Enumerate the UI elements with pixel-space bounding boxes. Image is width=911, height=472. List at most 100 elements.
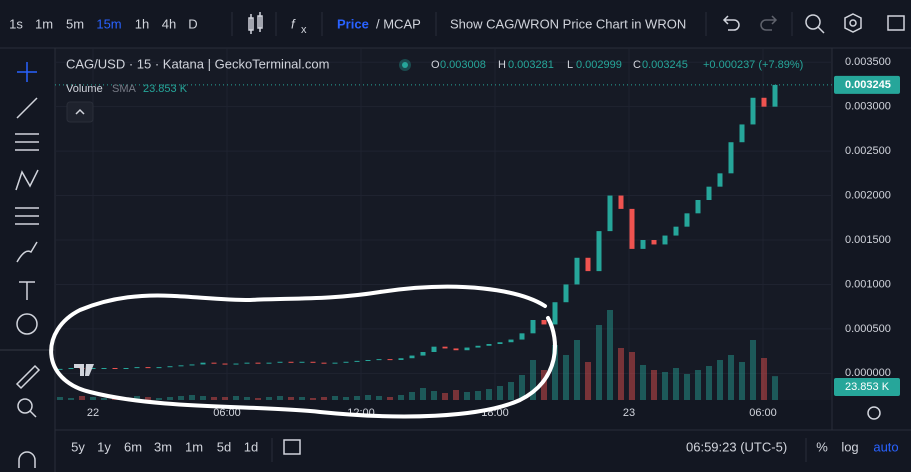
volume-bar [486,389,492,400]
candle [200,362,206,365]
interval[interactable]: 1h [135,16,149,31]
volume-bar [497,386,503,400]
line-tool[interactable] [16,97,38,119]
interval[interactable]: 5m [66,16,84,31]
symbol: CAG/USD · 15 · Katana | GeckoTerminal.co… [66,56,329,71]
hand-drawn-circle [49,284,557,419]
projection-tool[interactable] [15,207,39,225]
volume-bar [310,398,316,400]
candle [772,84,778,107]
replay-handle [817,26,825,34]
y-tick-label: 0.000500 [845,323,891,335]
candle [475,345,481,348]
candle [332,362,338,364]
candle [431,346,437,352]
axis-settings[interactable] [867,406,881,420]
volume-bar [354,396,360,400]
zoom-handle [29,410,37,418]
volume-bar [365,395,371,400]
volume-bar [255,398,261,400]
volume-bar [90,397,96,400]
candle [387,359,393,361]
candle [717,173,723,187]
switch-button[interactable]: Show CAG/WRON Price Chart in WRON [450,16,686,31]
volume-bar [288,397,294,400]
brush-tool[interactable] [16,241,38,263]
candle [178,365,184,367]
volume-bar [761,358,767,400]
volume-bar [552,345,558,400]
volume-bar [233,396,239,400]
interval[interactable]: 15m [96,16,121,31]
volume-bar [508,382,514,400]
fullscreen[interactable] [887,15,905,31]
interval[interactable]: 4h [162,16,176,31]
volume-label: Volume [66,83,103,95]
bottom-bar: 06:59:23 (UTC-5) 5y 1y 6m 3m 1m 5d 1d% log auto [71,438,899,462]
volume-bar [541,370,547,400]
price-toggle[interactable]: Price [337,16,369,31]
fib-tool[interactable] [15,133,39,151]
range-button[interactable]: 1d [244,439,258,454]
zoom-tool[interactable] [17,398,33,414]
collapse-button[interactable] [66,101,94,123]
volume-bar [189,395,195,400]
volume-bar [277,396,283,400]
candle [398,358,404,360]
range-button[interactable]: 1m [185,439,203,454]
candles-icon[interactable] [248,12,263,34]
candle [255,362,261,364]
redo[interactable] [760,15,778,31]
indicators-icon-x[interactable]: x [301,24,307,36]
undo[interactable] [722,15,740,31]
volume-bar [618,348,624,400]
interval[interactable]: 1m [35,16,53,31]
range-button[interactable]: 5y [71,439,85,454]
volume-bar [101,398,107,400]
range-button[interactable]: 6m [124,439,142,454]
candle [552,302,558,325]
indicators-icon[interactable]: f [291,16,296,31]
crosshair-tool[interactable] [17,62,37,82]
volume-bar [607,310,613,400]
date-range-icon[interactable] [283,439,301,455]
mcap-toggle[interactable]: / MCAP [376,16,421,31]
volume-bar [145,397,151,400]
last-price-tag [834,75,900,94]
last-volume-tag [834,378,900,396]
candle [761,97,767,107]
scale-option[interactable]: log [841,439,858,454]
settings-center [849,19,857,27]
candle [508,339,514,343]
status-dot-core [402,62,408,68]
emoji-tool[interactable] [16,313,38,335]
scale-option[interactable]: auto [873,439,898,454]
replay[interactable] [805,14,821,30]
settings[interactable] [844,13,862,33]
candle [607,195,613,232]
volume-bar [167,397,173,400]
y-tick-label: 0.001500 [845,234,891,246]
collapse-icon [75,108,85,115]
candle [288,361,294,363]
candle [233,363,239,365]
range-button[interactable]: 3m [154,439,172,454]
candle [728,142,734,174]
text-tool[interactable] [19,281,35,300]
interval[interactable]: 1s [9,16,23,31]
interval[interactable]: D [188,16,197,31]
y-tick-label: 0.002000 [845,189,891,201]
magnet-tool[interactable] [18,451,36,468]
candle [112,368,118,369]
range-button[interactable]: 5d [217,439,231,454]
candle [453,348,459,351]
pattern-tool[interactable] [15,169,39,191]
chart: 0.000000 0.000500 0.001000 0.001500 0.002000… [55,48,900,419]
candle [442,346,448,349]
volume-bar [519,375,525,400]
last-price-label: 0.003245 [845,79,891,91]
range-button[interactable]: 1y [97,439,111,454]
ruler-tool[interactable] [15,364,41,390]
scale-option[interactable]: % [816,439,828,454]
